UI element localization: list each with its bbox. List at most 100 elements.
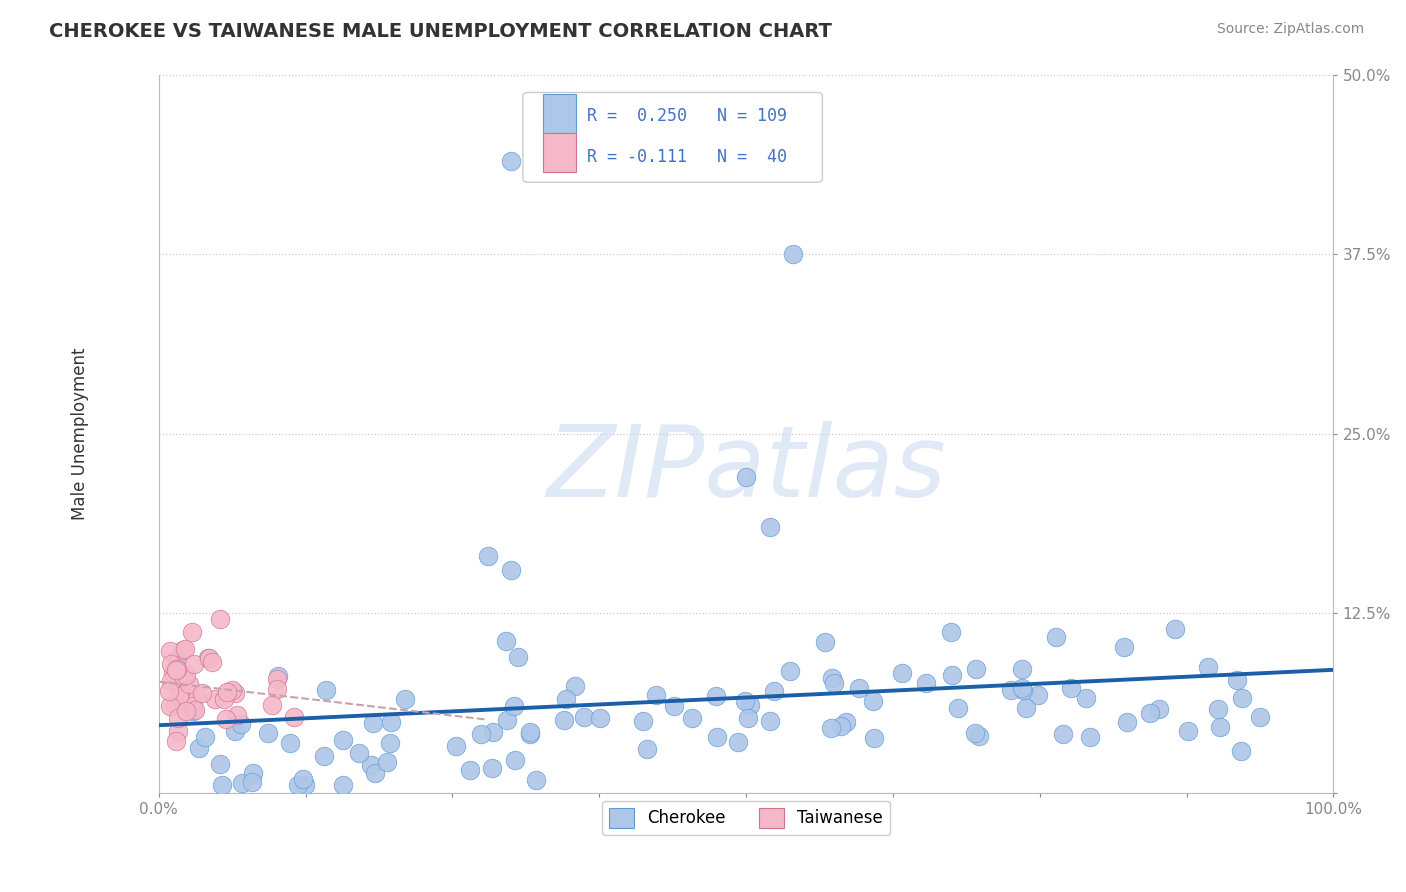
Point <box>332 779 354 793</box>
Point <box>283 710 305 724</box>
Point <box>266 682 288 697</box>
Point <box>502 699 524 714</box>
Point <box>172 669 194 683</box>
Point <box>197 651 219 665</box>
Point <box>524 772 547 787</box>
Point <box>294 779 316 793</box>
Point <box>172 643 194 657</box>
Point <box>1015 701 1038 715</box>
Point <box>169 689 191 703</box>
Point <box>681 711 703 725</box>
Point <box>915 675 938 690</box>
Text: CHEROKEE VS TAIWANESE MALE UNEMPLOYMENT CORRELATION CHART: CHEROKEE VS TAIWANESE MALE UNEMPLOYMENT … <box>49 22 832 41</box>
Point <box>1112 640 1135 654</box>
Point <box>1074 690 1097 705</box>
Point <box>477 549 499 563</box>
Point <box>332 733 354 747</box>
Point <box>758 714 780 728</box>
Point <box>835 715 858 730</box>
Point <box>588 711 610 725</box>
Point <box>194 730 217 744</box>
Point <box>1230 691 1253 706</box>
Point <box>967 729 990 743</box>
Point <box>939 625 962 640</box>
Point <box>863 731 886 746</box>
Point <box>197 651 219 665</box>
Point <box>201 655 224 669</box>
Point <box>174 668 197 682</box>
Point <box>169 686 191 700</box>
Point <box>160 657 183 672</box>
Point <box>572 710 595 724</box>
Text: Source: ZipAtlas.com: Source: ZipAtlas.com <box>1216 22 1364 37</box>
Point <box>287 779 309 793</box>
Point <box>820 672 842 686</box>
Point <box>159 643 181 657</box>
Point <box>224 724 246 739</box>
Point <box>1012 683 1035 698</box>
Point <box>363 765 385 780</box>
Point <box>758 520 780 534</box>
Point <box>631 714 654 729</box>
Point <box>215 712 238 726</box>
Point <box>965 726 987 740</box>
Point <box>217 685 239 699</box>
Point <box>830 719 852 733</box>
Point <box>181 625 204 640</box>
Point <box>735 469 758 483</box>
Point <box>378 736 401 750</box>
Point <box>495 633 517 648</box>
Point <box>941 668 963 682</box>
Point <box>506 650 529 665</box>
Point <box>1209 720 1232 734</box>
Point <box>501 153 523 168</box>
Point <box>267 669 290 683</box>
Point <box>1139 706 1161 721</box>
Point <box>782 247 804 261</box>
Point <box>1011 662 1033 676</box>
Point <box>242 766 264 780</box>
Point <box>184 703 207 717</box>
Point <box>165 698 187 712</box>
Text: ZIPatlas: ZIPatlas <box>546 421 946 518</box>
FancyBboxPatch shape <box>543 133 575 172</box>
Point <box>361 716 384 731</box>
Point <box>240 775 263 789</box>
Point <box>1177 724 1199 739</box>
Point <box>221 683 243 698</box>
Point <box>165 734 187 748</box>
Point <box>636 741 658 756</box>
Point <box>184 687 207 701</box>
Point <box>1163 623 1185 637</box>
Point <box>181 704 204 718</box>
Point <box>231 776 253 790</box>
Point <box>820 721 842 735</box>
Point <box>191 685 214 699</box>
Point <box>704 690 727 704</box>
Point <box>862 694 884 708</box>
Point <box>209 757 232 772</box>
Point <box>734 694 756 708</box>
Point <box>1116 715 1139 730</box>
Point <box>1147 702 1170 716</box>
Point <box>706 730 728 744</box>
Point <box>564 679 586 693</box>
Point <box>946 701 969 715</box>
Point <box>177 677 200 691</box>
Point <box>555 691 578 706</box>
Point <box>823 676 845 690</box>
Point <box>727 735 749 749</box>
Point <box>174 704 197 718</box>
Point <box>470 727 492 741</box>
Point <box>183 657 205 671</box>
Text: R =  0.250   N = 109: R = 0.250 N = 109 <box>588 107 787 125</box>
Text: R = -0.111   N =  40: R = -0.111 N = 40 <box>588 148 787 166</box>
Point <box>278 735 301 749</box>
Point <box>1206 702 1229 716</box>
Point <box>1045 630 1067 644</box>
Point <box>1060 681 1083 695</box>
Point <box>167 724 190 739</box>
Point <box>779 665 801 679</box>
Point <box>187 741 209 756</box>
FancyBboxPatch shape <box>543 94 575 133</box>
